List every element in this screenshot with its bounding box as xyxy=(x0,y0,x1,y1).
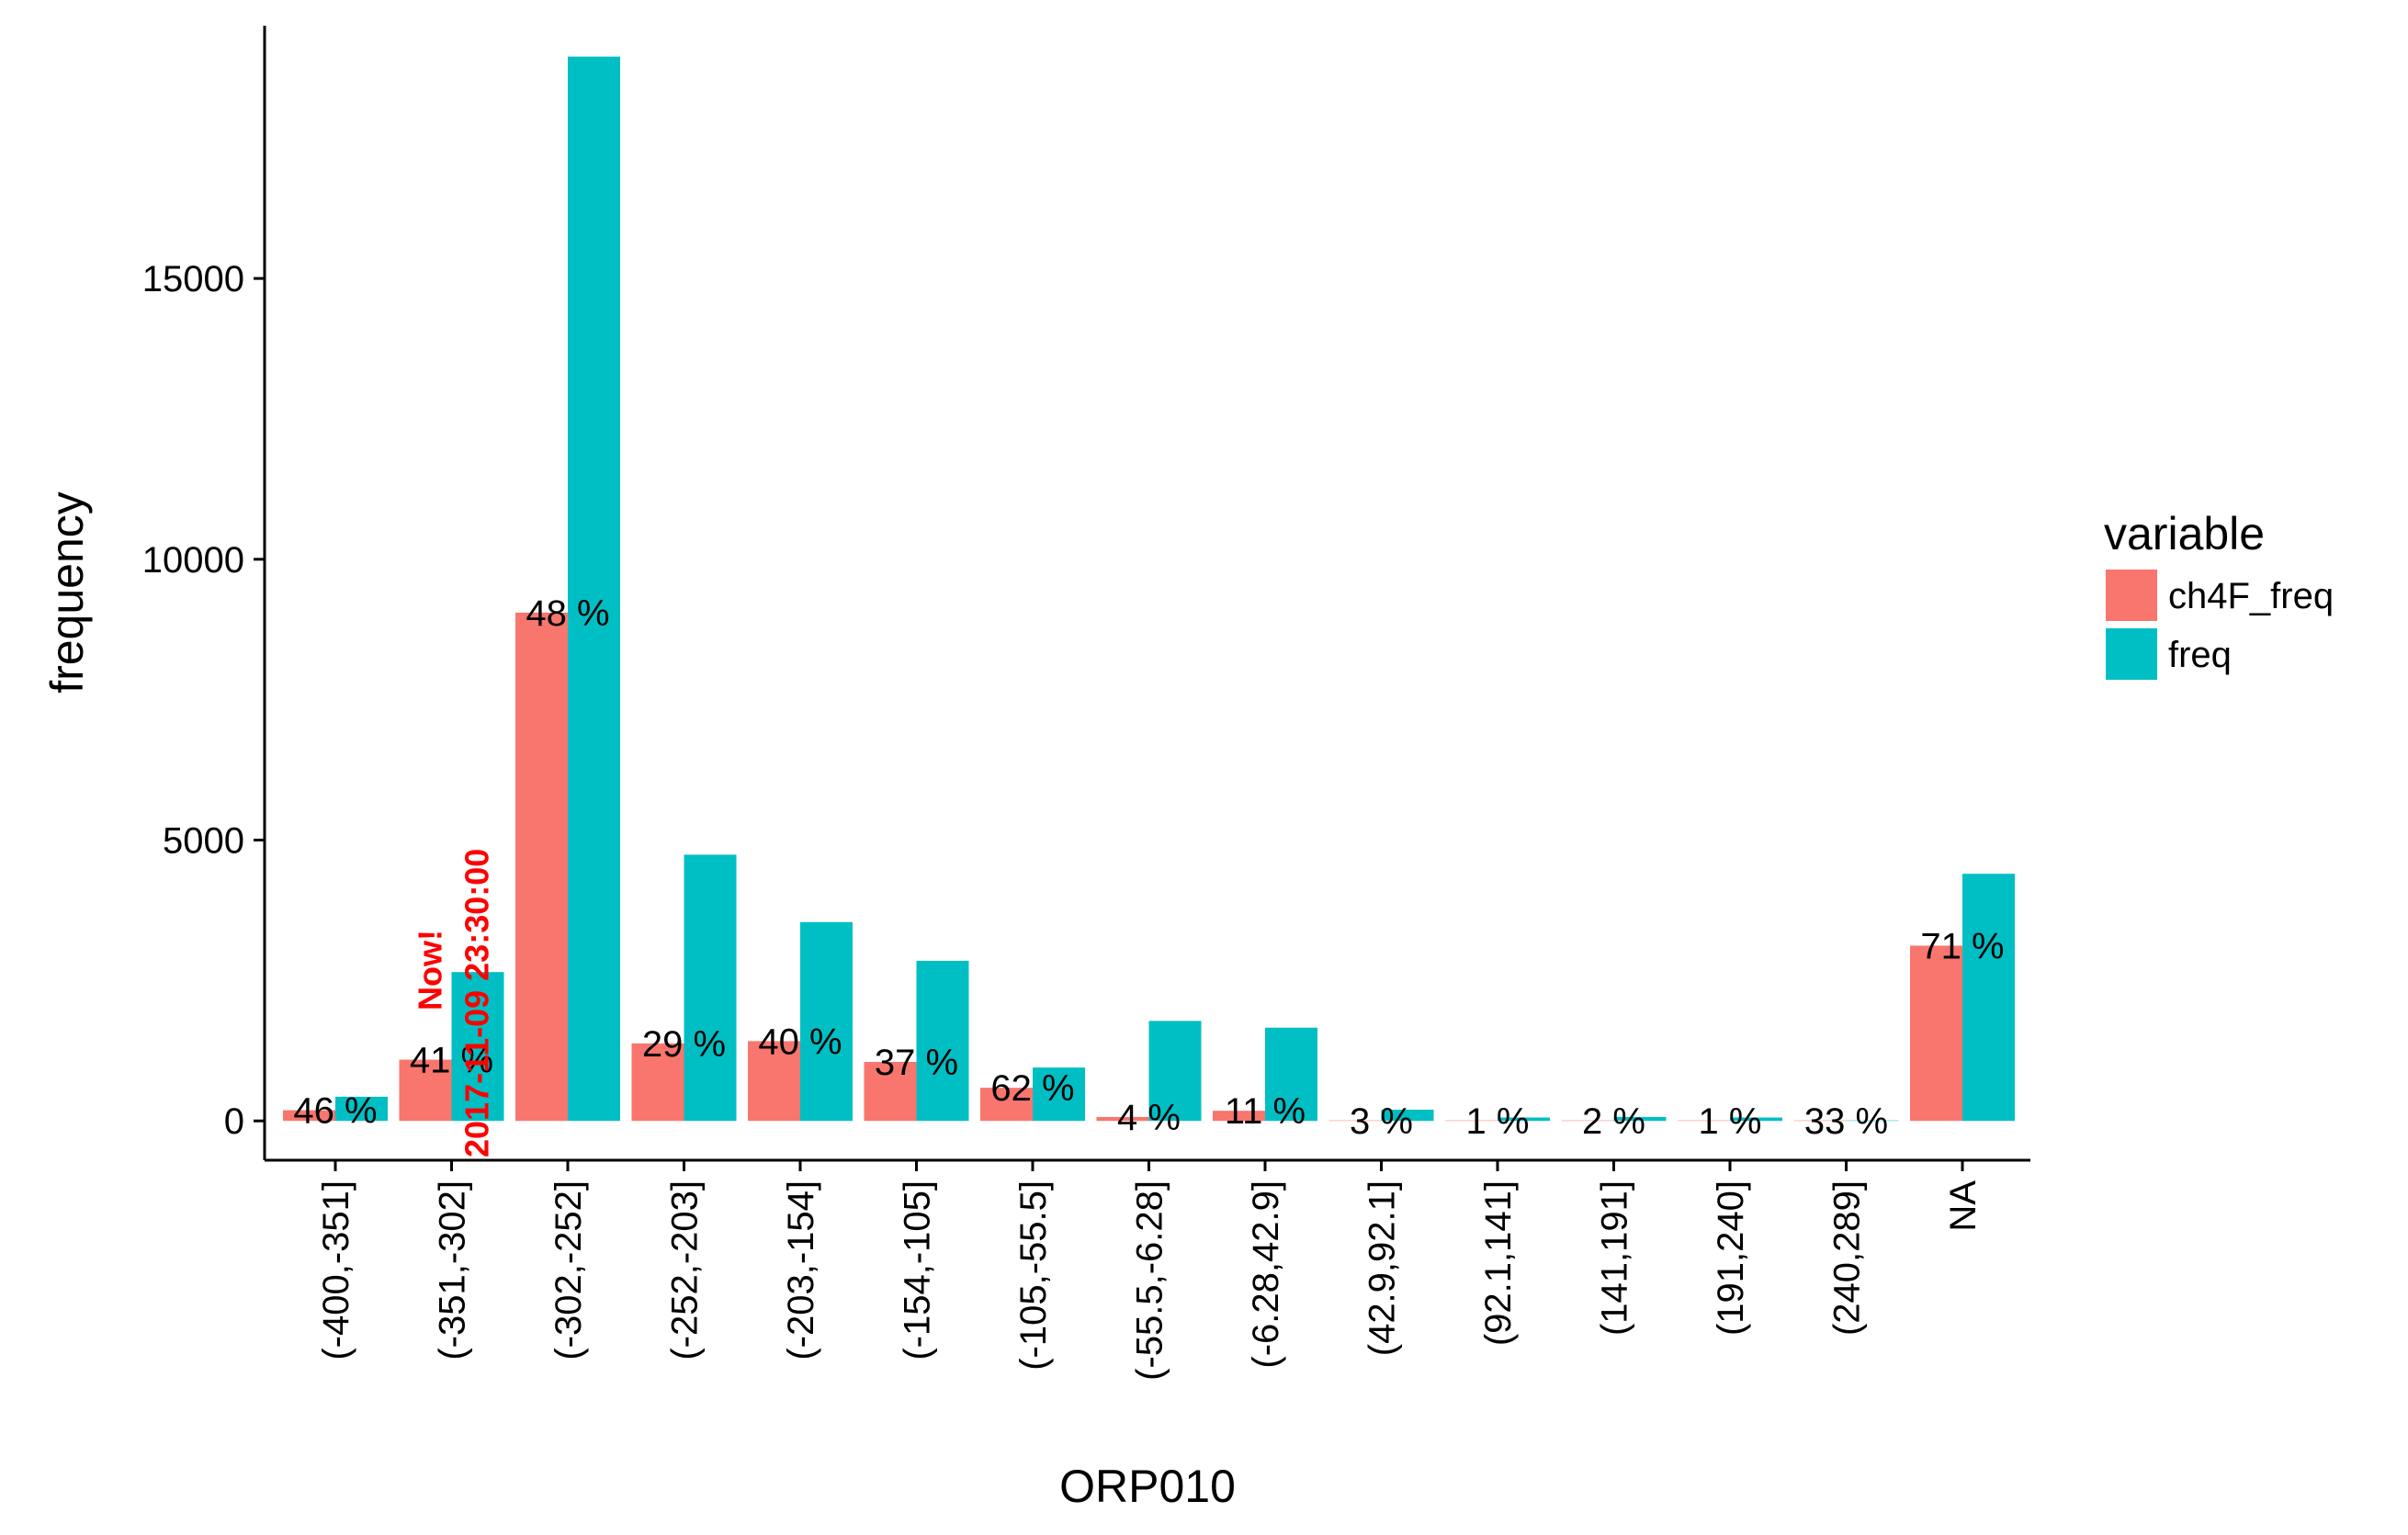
data-label-4: 40 % xyxy=(758,1021,842,1062)
data-label-8: 11 % xyxy=(1225,1091,1306,1132)
bar-ch4F_freq-7[interactable] xyxy=(1096,1116,1149,1122)
bar-ch4F_freq-8[interactable] xyxy=(1213,1111,1265,1122)
legend-swatch-ch4F_freq xyxy=(2106,570,2157,621)
data-label-0: 46 % xyxy=(293,1091,377,1132)
y-tick-label-1: 5000 xyxy=(163,821,244,862)
bar-freq-10[interactable] xyxy=(1498,1117,1550,1122)
bar-freq-6[interactable] xyxy=(1033,1067,1085,1122)
x-tick-label-5: (-154,-105] xyxy=(898,1180,938,1360)
data-label-6: 62 % xyxy=(990,1068,1074,1109)
bar-freq-9[interactable] xyxy=(1381,1109,1434,1122)
x-tick-label-11: (141,191] xyxy=(1595,1180,1635,1336)
data-label-11: 2 % xyxy=(1582,1101,1645,1142)
bar-freq-8[interactable] xyxy=(1265,1027,1317,1122)
bar-ch4F_freq-11[interactable] xyxy=(1561,1120,1614,1122)
data-label-14: 71 % xyxy=(1920,926,2004,966)
bar-freq-0[interactable] xyxy=(335,1096,388,1122)
data-label-13: 33 % xyxy=(1804,1101,1888,1142)
y-tick-label-0: 0 xyxy=(224,1101,244,1142)
y-tick-label-3: 15000 xyxy=(142,259,244,299)
data-label-12: 1 % xyxy=(1699,1101,1762,1142)
bar-freq-11[interactable] xyxy=(1613,1116,1667,1122)
legend-title: variable xyxy=(2104,508,2265,559)
bar-ch4F_freq-14[interactable] xyxy=(1910,945,1962,1122)
x-axis-title: ORP010 xyxy=(1059,1461,1236,1512)
data-label-7: 4 % xyxy=(1117,1098,1181,1138)
bar-freq-7[interactable] xyxy=(1148,1021,1202,1122)
bar-freq-2[interactable] xyxy=(568,56,620,1122)
bar-ch4F_freq-0[interactable] xyxy=(283,1110,335,1122)
bar-freq-12[interactable] xyxy=(1730,1117,1782,1122)
bar-ch4F_freq-3[interactable] xyxy=(631,1043,684,1122)
bar-ch4F_freq-5[interactable] xyxy=(864,1062,917,1122)
bar-ch4F_freq-13[interactable] xyxy=(1793,1120,1847,1122)
annotation-now-label: Now! xyxy=(412,930,449,1010)
bar-ch4F_freq-2[interactable] xyxy=(515,612,568,1122)
bar-ch4F_freq-4[interactable] xyxy=(748,1041,800,1122)
x-tick-label-3: (-252,-203] xyxy=(665,1180,706,1360)
legend-label-freq: freq xyxy=(2168,635,2232,675)
bar-freq-1[interactable] xyxy=(451,972,504,1122)
bar-freq-4[interactable] xyxy=(800,921,853,1122)
data-label-3: 29 % xyxy=(642,1024,726,1065)
legend-swatch-freq xyxy=(2106,628,2157,680)
bar-ch4F_freq-9[interactable] xyxy=(1328,1120,1382,1122)
bar-ch4F_freq-12[interactable] xyxy=(1678,1120,1730,1122)
x-tick-label-12: (191,240] xyxy=(1711,1180,1751,1336)
bar-ch4F_freq-10[interactable] xyxy=(1445,1120,1498,1122)
bar-freq-13[interactable] xyxy=(1846,1120,1899,1122)
x-tick-label-0: (-400,-351] xyxy=(316,1180,356,1360)
bar-freq-3[interactable] xyxy=(684,854,737,1122)
data-label-9: 3 % xyxy=(1350,1101,1413,1142)
x-tick-label-13: (240,289] xyxy=(1827,1180,1868,1336)
x-tick-label-9: (42.9,92.1] xyxy=(1362,1180,1403,1356)
bar-ch4F_freq-6[interactable] xyxy=(980,1088,1033,1122)
y-tick-label-2: 10000 xyxy=(142,540,244,581)
annotation-timestamp-label: 2017-11-09 23:30:00 xyxy=(458,849,496,1157)
data-label-5: 37 % xyxy=(875,1043,958,1083)
bar-freq-5[interactable] xyxy=(916,960,969,1122)
bar-freq-14[interactable] xyxy=(1962,874,2015,1122)
x-tick-label-8: (-6.28,42.9] xyxy=(1246,1180,1286,1369)
x-tick-label-6: (-105,-55.5] xyxy=(1013,1180,1054,1371)
x-tick-label-2: (-302,-252] xyxy=(548,1180,589,1360)
y-axis-title: frequency xyxy=(41,491,93,694)
x-tick-label-4: (-203,-154] xyxy=(781,1180,821,1360)
data-label-1: 41 % xyxy=(410,1041,493,1081)
legend-label-ch4F_freq: ch4F_freq xyxy=(2168,576,2334,616)
x-tick-label-14: NA xyxy=(1943,1180,1984,1232)
data-label-10: 1 % xyxy=(1466,1101,1530,1142)
x-tick-label-7: (-55.5,-6.28] xyxy=(1130,1180,1170,1381)
data-label-2: 48 % xyxy=(526,593,609,634)
x-tick-label-1: (-351,-302] xyxy=(433,1180,473,1360)
x-tick-label-10: (92.1,141] xyxy=(1478,1180,1519,1346)
bar-ch4F_freq-1[interactable] xyxy=(399,1059,452,1122)
